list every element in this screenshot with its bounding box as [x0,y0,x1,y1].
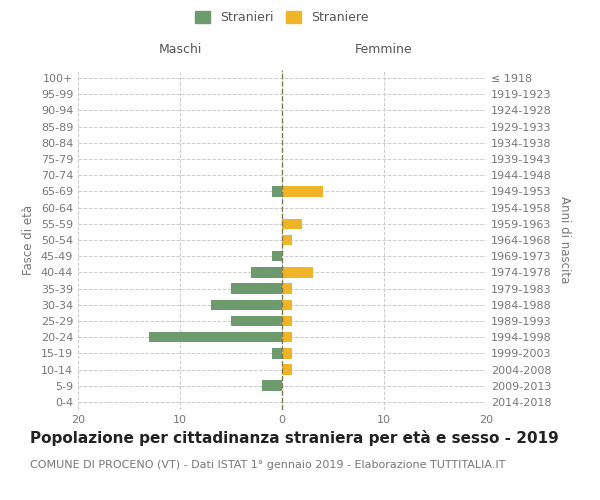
Bar [282,364,292,375]
Y-axis label: Fasce di età: Fasce di età [22,205,35,275]
Text: Femmine: Femmine [355,44,413,57]
Bar [282,267,313,278]
Bar [211,300,282,310]
Bar [282,284,292,294]
Bar [231,284,282,294]
Bar [282,332,292,342]
Y-axis label: Anni di nascita: Anni di nascita [558,196,571,284]
Bar [231,316,282,326]
Text: Popolazione per cittadinanza straniera per età e sesso - 2019: Popolazione per cittadinanza straniera p… [30,430,559,446]
Bar [272,348,282,358]
Bar [272,251,282,262]
Bar [282,316,292,326]
Bar [282,300,292,310]
Bar [282,186,323,196]
Bar [251,267,282,278]
Bar [282,348,292,358]
Bar [282,234,292,246]
Legend: Stranieri, Straniere: Stranieri, Straniere [195,11,369,24]
Bar [262,380,282,391]
Bar [272,186,282,196]
Bar [149,332,282,342]
Bar [282,218,302,229]
Text: COMUNE DI PROCENO (VT) - Dati ISTAT 1° gennaio 2019 - Elaborazione TUTTITALIA.IT: COMUNE DI PROCENO (VT) - Dati ISTAT 1° g… [30,460,505,470]
Text: Maschi: Maschi [158,44,202,57]
